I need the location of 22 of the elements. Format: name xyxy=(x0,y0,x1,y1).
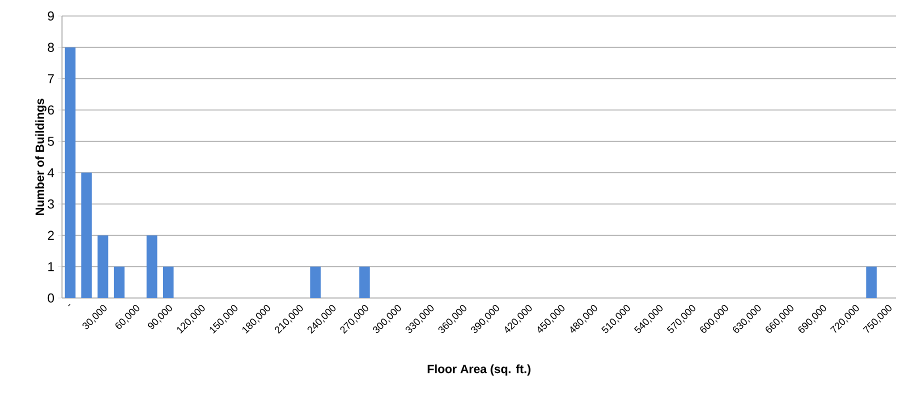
bar xyxy=(64,47,76,298)
y-tick-label: 2 xyxy=(48,230,54,240)
y-tick-label: 5 xyxy=(48,136,54,146)
bar xyxy=(866,266,877,298)
bar xyxy=(81,172,92,298)
bar xyxy=(98,235,108,298)
bar xyxy=(114,266,125,298)
bar xyxy=(162,266,174,298)
y-tick-label: 7 xyxy=(48,74,54,84)
y-tick-label: 1 xyxy=(48,262,54,272)
y-tick-label: 0 xyxy=(48,293,54,303)
y-axis-title: Number of Buildings xyxy=(35,98,46,215)
y-tick-label: 8 xyxy=(48,42,54,52)
y-tick-label: 6 xyxy=(48,105,54,115)
bar xyxy=(359,266,370,298)
bar xyxy=(146,235,158,298)
y-tick-label: 9 xyxy=(48,11,54,21)
y-tick-label: 4 xyxy=(48,168,54,178)
y-tick-label: 3 xyxy=(48,199,54,209)
x-axis-title: Floor Area (sq. ft.) xyxy=(428,364,530,376)
x-tick-label: - xyxy=(68,304,70,306)
bar xyxy=(310,266,321,298)
